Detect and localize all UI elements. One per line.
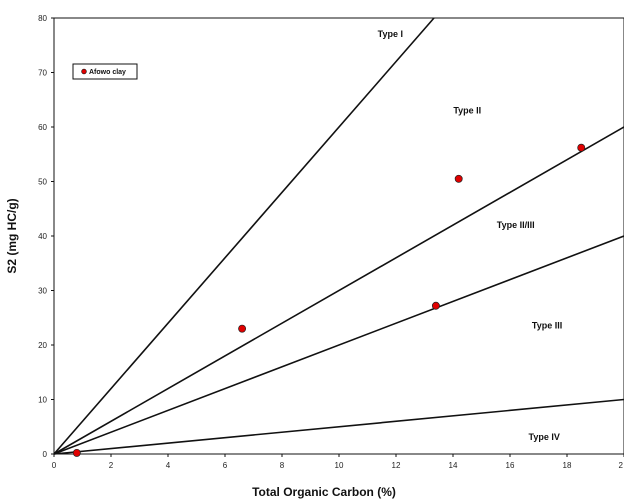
region-label: Type III bbox=[532, 321, 562, 331]
region-label: Type II/III bbox=[497, 220, 535, 230]
legend-box bbox=[72, 63, 138, 80]
x-tick-label: 14 bbox=[449, 461, 458, 470]
data-point bbox=[577, 143, 586, 152]
y-axis-ticks: 0 10 20 30 40 50 60 70 80 bbox=[38, 14, 54, 459]
boundary-line-2 bbox=[53, 126, 624, 455]
data-point bbox=[238, 324, 247, 333]
x-tick-label: 8 bbox=[280, 461, 285, 470]
x-axis-ticks: 0 2 4 6 8 10 12 14 16 18 2 bbox=[52, 454, 624, 470]
x-tick-label: 10 bbox=[335, 461, 344, 470]
x-tick-label: 2 bbox=[109, 461, 114, 470]
data-points bbox=[72, 143, 586, 457]
data-point bbox=[72, 448, 81, 457]
x-tick-label: 18 bbox=[563, 461, 572, 470]
y-tick-label: 70 bbox=[38, 69, 47, 78]
legend-marker bbox=[81, 68, 87, 75]
x-axis-title: Total Organic Carbon (%) bbox=[252, 485, 396, 499]
boundary-line-1 bbox=[53, 17, 435, 455]
data-point bbox=[431, 301, 440, 310]
boundary-line-3 bbox=[53, 235, 624, 455]
region-label: Type IV bbox=[529, 432, 560, 442]
legend-label: Afowo clay bbox=[89, 69, 126, 76]
y-tick-label: 60 bbox=[38, 123, 47, 132]
y-tick-label: 0 bbox=[43, 450, 48, 459]
y-tick-label: 40 bbox=[38, 232, 47, 241]
legend: Afowo clay bbox=[72, 63, 138, 80]
x-tick-label: 12 bbox=[392, 461, 401, 470]
plot-frame bbox=[53, 17, 624, 455]
y-tick-label: 10 bbox=[38, 396, 47, 405]
x-tick-label: 4 bbox=[166, 461, 171, 470]
x-tick-label: 16 bbox=[506, 461, 515, 470]
region-label: Type I bbox=[378, 29, 403, 39]
region-labels: Type I Type II Type II/III Type III Type IV bbox=[378, 29, 563, 442]
plot-area: 0 10 20 30 40 50 60 70 80 0 2 4 6 8 10 12 14 16 18 2 Type … bbox=[38, 14, 624, 470]
x-tick-label: 0 bbox=[52, 461, 57, 470]
y-axis-title: S2 (mg HC/g) bbox=[5, 198, 19, 273]
y-tick-label: 80 bbox=[38, 14, 47, 23]
region-label: Type II bbox=[453, 105, 481, 115]
data-point bbox=[454, 174, 463, 183]
boundary-lines bbox=[53, 17, 624, 455]
x-tick-label: 2 bbox=[619, 461, 624, 470]
y-tick-label: 30 bbox=[38, 287, 47, 296]
boundary-line-4 bbox=[53, 398, 624, 455]
x-tick-label: 6 bbox=[223, 461, 228, 470]
y-tick-label: 50 bbox=[38, 178, 47, 187]
y-tick-label: 20 bbox=[38, 341, 47, 350]
